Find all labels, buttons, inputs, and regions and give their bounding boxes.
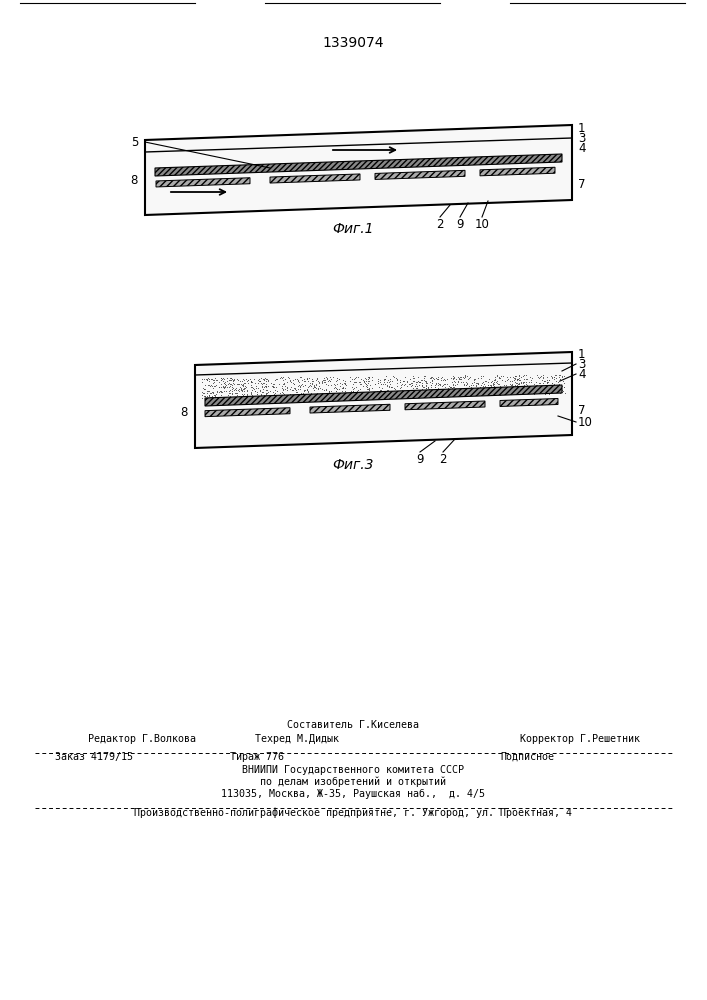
- Text: 1: 1: [578, 121, 585, 134]
- Text: ВНИИПИ Государственного комитета СССР: ВНИИПИ Государственного комитета СССР: [242, 765, 464, 775]
- Text: Корректор Г.Решетник: Корректор Г.Решетник: [520, 734, 640, 744]
- Polygon shape: [270, 174, 360, 183]
- Text: Тираж 776: Тираж 776: [230, 752, 284, 762]
- Text: по делам изобретений и открытий: по делам изобретений и открытий: [260, 776, 446, 787]
- Text: 4: 4: [578, 142, 585, 155]
- Text: Техред М.Дидык: Техред М.Дидык: [255, 734, 339, 744]
- Text: 2: 2: [439, 453, 447, 466]
- Text: Производственно-полиграфическое предприятне, г. Ужгород, ул. Проектная, 4: Производственно-полиграфическое предприя…: [134, 808, 572, 818]
- Polygon shape: [375, 170, 465, 179]
- Polygon shape: [145, 125, 572, 215]
- Text: 1339074: 1339074: [322, 36, 384, 50]
- Text: 9: 9: [456, 218, 464, 231]
- Text: Фиг.3: Фиг.3: [332, 458, 374, 472]
- Text: 113035, Москва, Ж-35, Раушская наб.,  д. 4/5: 113035, Москва, Ж-35, Раушская наб., д. …: [221, 789, 485, 799]
- Text: 10: 10: [578, 416, 593, 428]
- Text: 10: 10: [474, 218, 489, 231]
- Polygon shape: [480, 167, 555, 176]
- Text: 7: 7: [578, 403, 585, 416]
- Text: Редактор Г.Волкова: Редактор Г.Волкова: [88, 734, 196, 744]
- Text: Подписное: Подписное: [500, 752, 554, 762]
- Text: 8: 8: [131, 174, 138, 186]
- Text: Фиг.1: Фиг.1: [332, 222, 374, 236]
- Polygon shape: [310, 404, 390, 413]
- Text: 7: 7: [578, 178, 585, 190]
- Text: 5: 5: [131, 135, 138, 148]
- Text: 3: 3: [578, 132, 585, 145]
- Polygon shape: [205, 385, 562, 406]
- Text: 8: 8: [180, 406, 188, 418]
- Polygon shape: [205, 408, 290, 417]
- Text: 9: 9: [416, 453, 423, 466]
- Polygon shape: [405, 401, 485, 410]
- Text: Составитель Г.Киселева: Составитель Г.Киселева: [287, 720, 419, 730]
- Polygon shape: [500, 398, 558, 406]
- Text: Заказ 4179/15: Заказ 4179/15: [55, 752, 133, 762]
- Polygon shape: [155, 154, 562, 176]
- Text: 1: 1: [578, 348, 585, 360]
- Polygon shape: [156, 178, 250, 187]
- Text: 4: 4: [578, 367, 585, 380]
- Polygon shape: [195, 352, 572, 448]
- Text: 2: 2: [436, 218, 444, 231]
- Text: 3: 3: [578, 358, 585, 370]
